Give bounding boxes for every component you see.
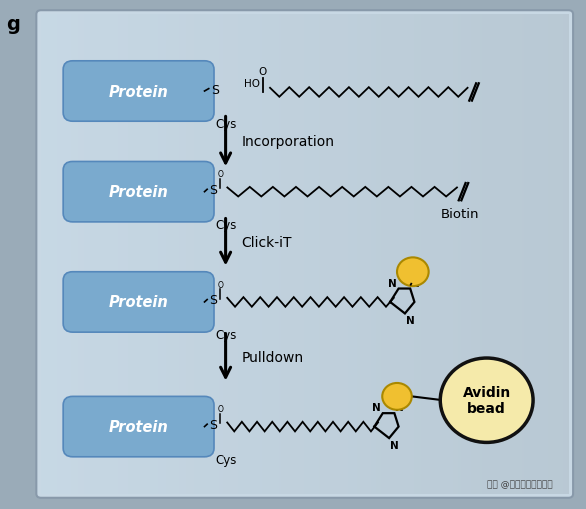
Text: Avidin
bead: Avidin bead xyxy=(462,385,511,415)
Text: N: N xyxy=(406,316,415,326)
Text: N: N xyxy=(396,403,404,412)
Circle shape xyxy=(397,258,429,287)
Text: O: O xyxy=(217,404,223,413)
FancyBboxPatch shape xyxy=(63,397,214,457)
Text: S: S xyxy=(211,83,219,96)
Text: S: S xyxy=(209,183,217,196)
Text: O: O xyxy=(258,67,267,77)
Text: Protein: Protein xyxy=(109,295,168,310)
Text: Click-iT: Click-iT xyxy=(241,236,292,249)
Text: Biotin: Biotin xyxy=(441,208,479,221)
FancyBboxPatch shape xyxy=(63,272,214,332)
Text: 知乎 @爱看月亮的小星星: 知乎 @爱看月亮的小星星 xyxy=(487,479,553,488)
Text: N: N xyxy=(411,278,420,288)
Text: Protein: Protein xyxy=(109,84,168,99)
Text: g: g xyxy=(6,15,20,34)
Text: N: N xyxy=(388,278,397,288)
Text: Cys: Cys xyxy=(215,219,236,232)
Text: Cys: Cys xyxy=(215,453,236,466)
Text: N: N xyxy=(390,440,399,450)
Text: Cys: Cys xyxy=(215,118,236,131)
Text: N: N xyxy=(372,403,381,412)
Text: S: S xyxy=(209,418,217,431)
FancyBboxPatch shape xyxy=(63,62,214,122)
Text: O: O xyxy=(217,280,223,289)
Text: Pulldown: Pulldown xyxy=(241,350,304,364)
Text: S: S xyxy=(209,294,217,306)
Text: Protein: Protein xyxy=(109,185,168,200)
Circle shape xyxy=(440,358,533,442)
Text: Incorporation: Incorporation xyxy=(241,135,335,149)
FancyBboxPatch shape xyxy=(63,162,214,222)
Text: Protein: Protein xyxy=(109,419,168,434)
Text: Cys: Cys xyxy=(215,329,236,342)
Circle shape xyxy=(382,383,412,410)
Text: O: O xyxy=(217,170,223,179)
Text: HO: HO xyxy=(244,79,260,89)
